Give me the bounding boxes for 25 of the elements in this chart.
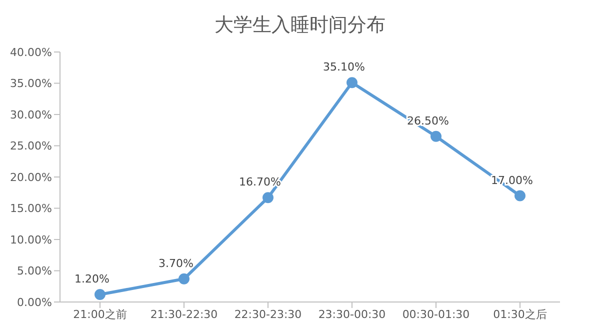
x-tick-label: 23:30-00:30	[318, 308, 386, 321]
x-tick-label: 21:00之前	[73, 308, 127, 321]
y-tick-label: 25.00%	[10, 140, 52, 153]
point	[514, 190, 526, 202]
x-tick-label: 21:30-22:30	[150, 308, 218, 321]
data-label: 1.20%	[74, 272, 110, 286]
y-tick-label: 20.00%	[10, 170, 52, 184]
data-label: 3.70%	[158, 256, 194, 270]
y-tick-label: 5.00%	[17, 264, 52, 278]
y-tick-label: 10.00%	[10, 233, 52, 246]
chart-title: 大学生入睡时间分布	[214, 13, 386, 38]
y-tick-label: 30.00%	[10, 108, 52, 122]
x-tick-label: 00:30-01:30	[402, 308, 470, 321]
point	[346, 77, 358, 88]
x-tick-label: 01:30之后	[493, 308, 547, 321]
y-tick-label: 15.00%	[10, 202, 52, 216]
y-tick-label: 35.00%	[10, 77, 52, 90]
point	[430, 130, 442, 142]
y-tick-label: 40.00%	[10, 46, 52, 59]
y-tick-label: 0.00%	[17, 296, 52, 309]
x-tick-label: 22:30-23:30	[234, 308, 302, 321]
point	[94, 289, 106, 300]
data-label: 35.10%	[323, 60, 365, 74]
point	[178, 273, 190, 284]
point	[262, 192, 274, 204]
